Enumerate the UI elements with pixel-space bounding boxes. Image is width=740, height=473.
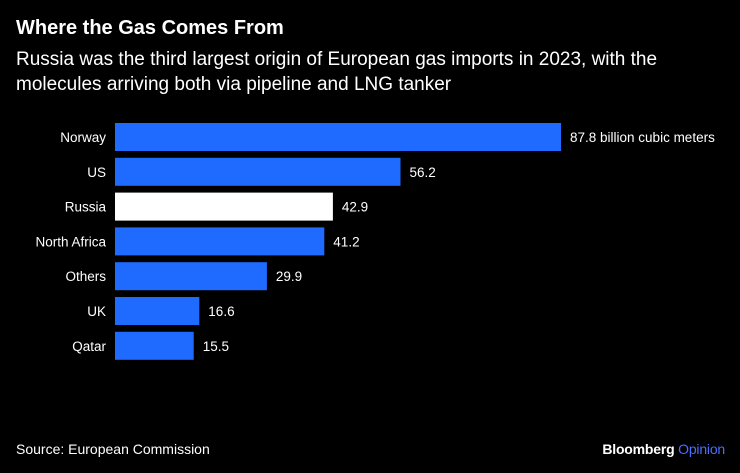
category-label-uk: UK — [87, 304, 106, 319]
bar-qatar — [115, 331, 194, 360]
bar-north-africa — [115, 227, 325, 256]
category-label-russia: Russia — [65, 200, 107, 215]
bar-uk — [115, 297, 200, 325]
value-label-qatar: 15.5 — [203, 339, 229, 354]
category-label-us: US — [87, 165, 106, 180]
bar-us — [115, 157, 401, 186]
brand-logo: Bloomberg Opinion — [602, 440, 725, 458]
category-label-qatar: Qatar — [72, 339, 106, 354]
brand-accent-name: Opinion — [678, 441, 725, 457]
category-label-north-africa: North Africa — [35, 234, 106, 249]
bar-russia — [115, 192, 333, 221]
source-note: Source: European Commission — [16, 441, 210, 457]
value-label-others: 29.9 — [276, 269, 302, 284]
value-label-us: 56.2 — [410, 165, 436, 180]
value-label-russia: 42.9 — [342, 200, 368, 215]
value-label-norway: 87.8 billion cubic meters — [570, 130, 715, 145]
bar-norway — [115, 123, 561, 151]
chart-subtitle: Russia was the third largest origin of E… — [16, 49, 658, 95]
category-label-norway: Norway — [60, 130, 106, 145]
category-label-others: Others — [65, 269, 106, 284]
bar-others — [115, 262, 267, 291]
chart-title: Where the Gas Comes From — [16, 17, 284, 39]
value-label-north-africa: 41.2 — [333, 234, 359, 249]
brand-name: Bloomberg — [602, 441, 675, 457]
value-label-uk: 16.6 — [208, 304, 234, 319]
